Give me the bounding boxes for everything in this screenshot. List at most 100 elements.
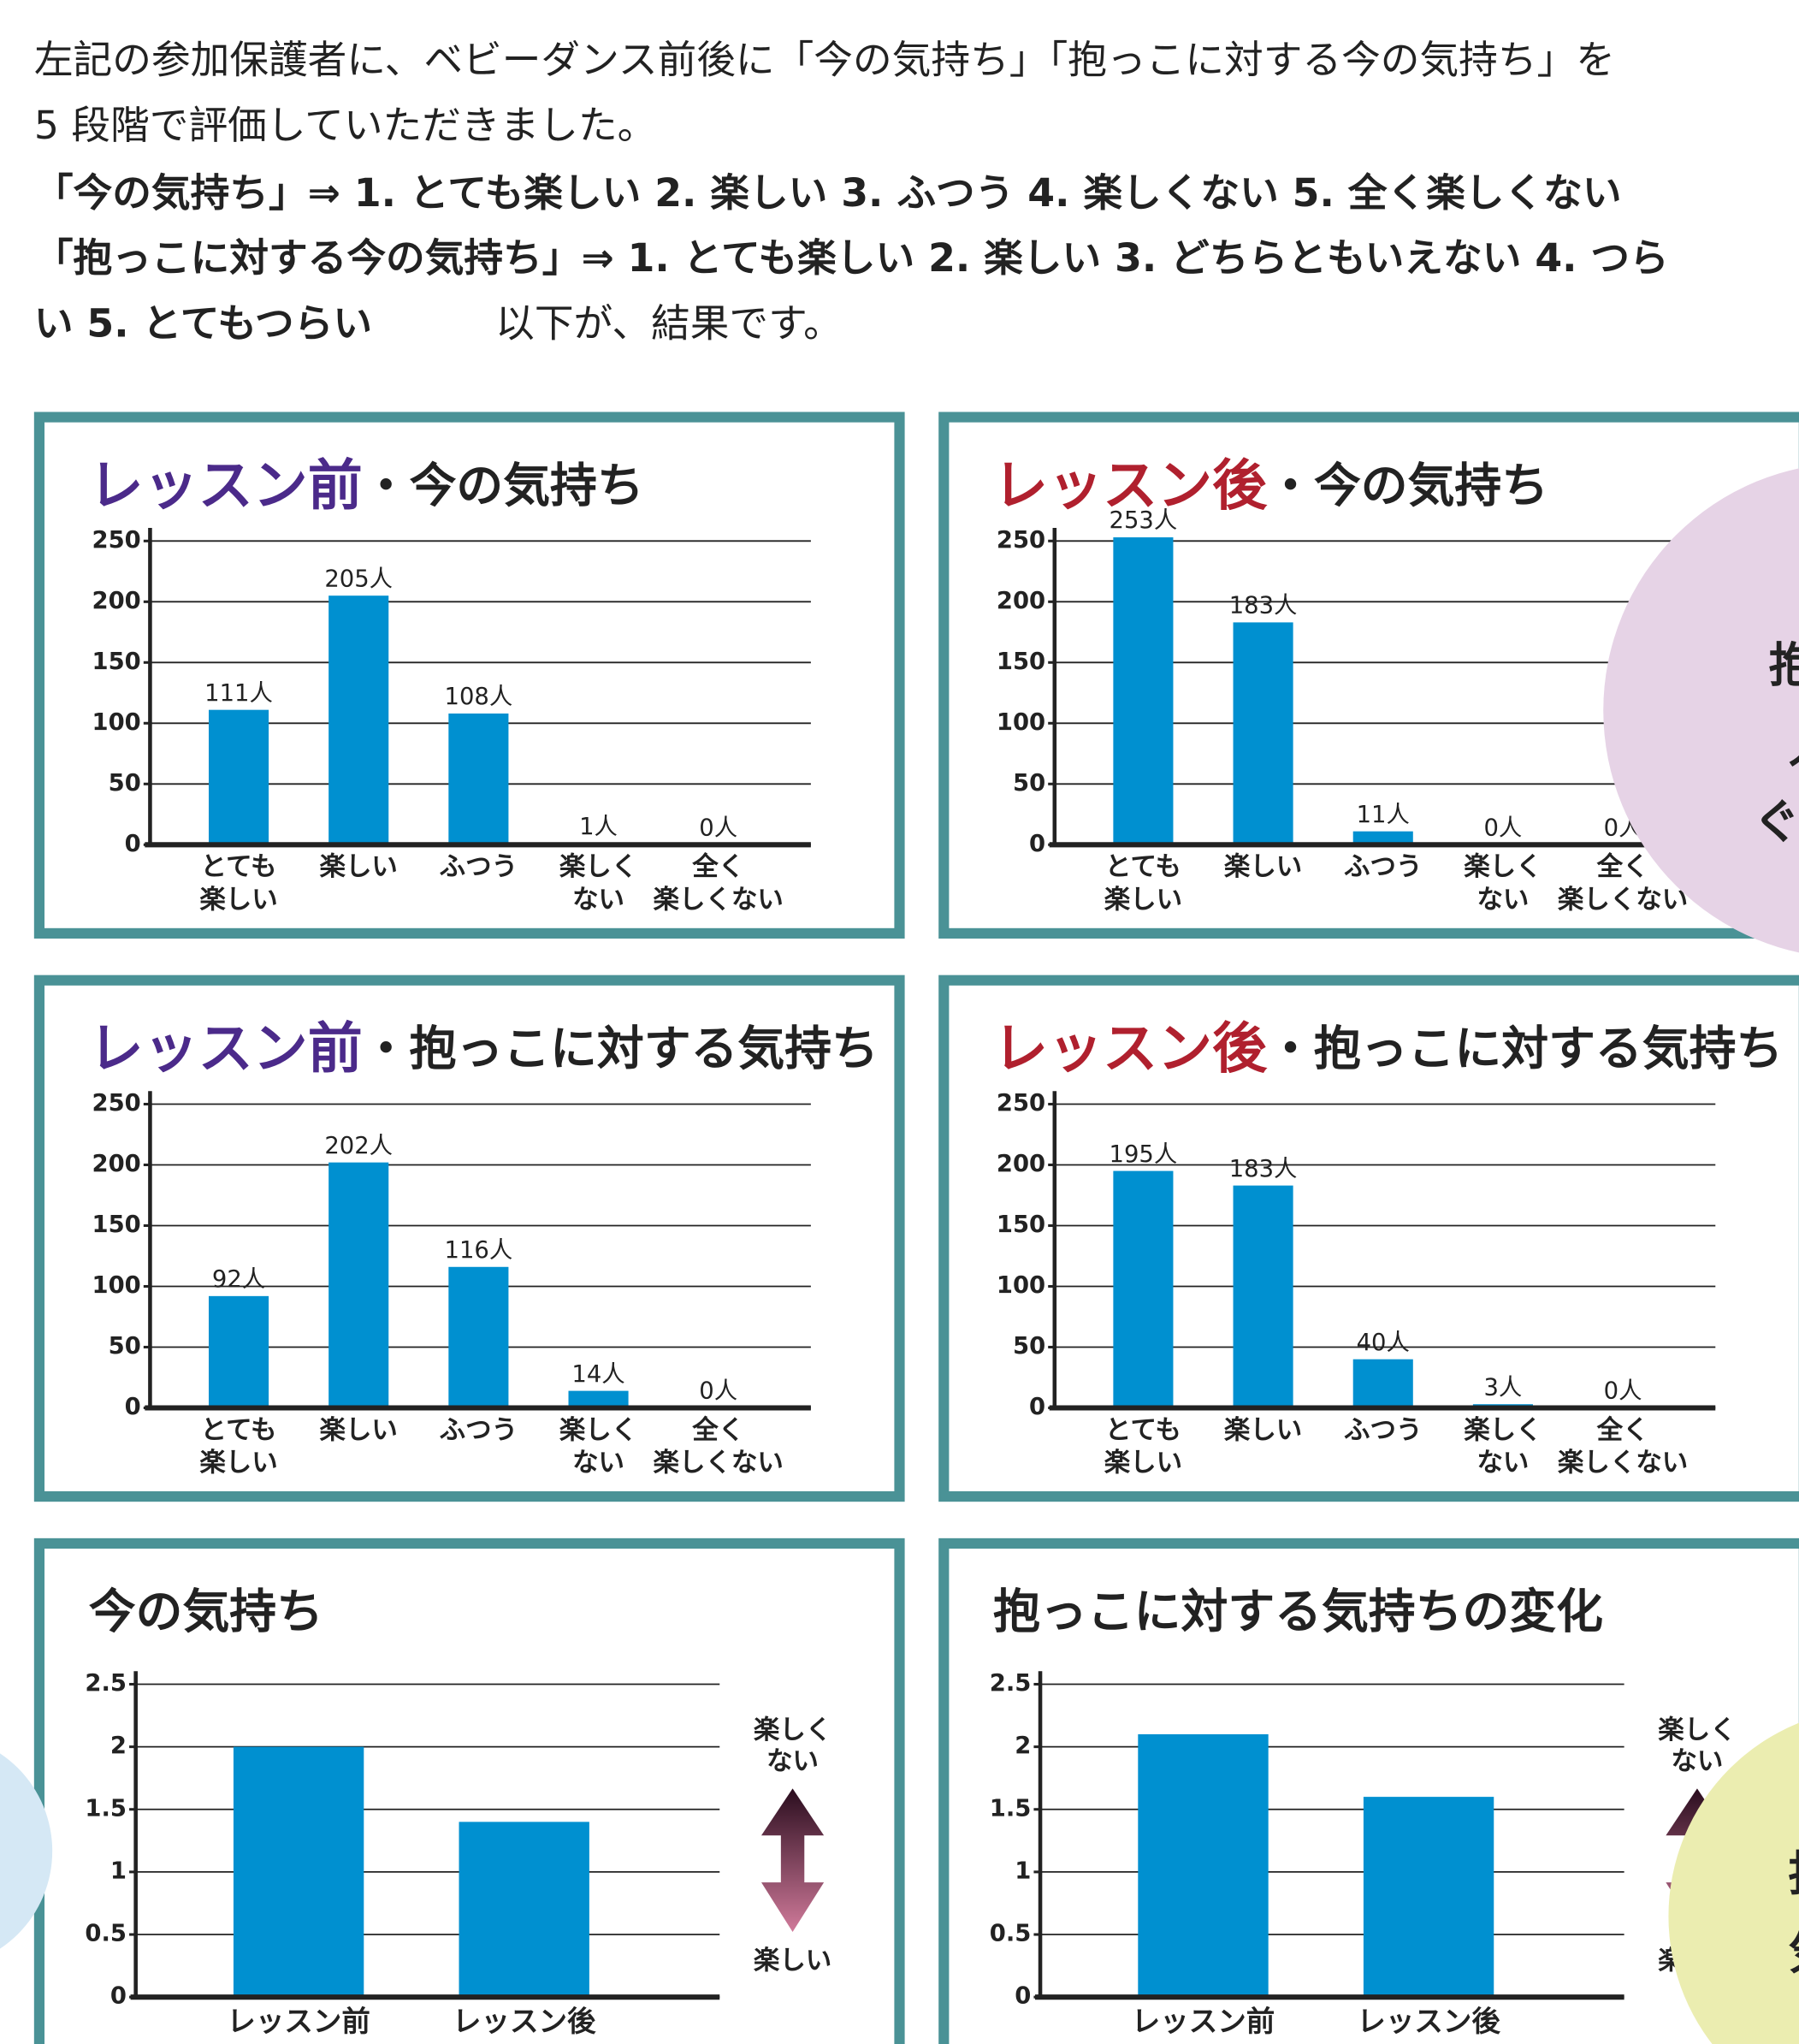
annotation-top: 楽しく: [1658, 1715, 1736, 1745]
y-tick-label: 200: [997, 588, 1045, 614]
bar: [1113, 1171, 1173, 1408]
y-tick-label: 100: [997, 709, 1045, 736]
y-tick-label: 150: [997, 1212, 1045, 1238]
x-tick-label: 楽しく: [1464, 852, 1542, 882]
x-tick-label: 楽しい: [199, 885, 277, 915]
y-tick-label: 200: [92, 588, 141, 614]
y-tick-label: 250: [997, 1090, 1045, 1117]
x-tick-label: とても: [201, 1415, 277, 1445]
x-tick-label: 楽しい: [1104, 1448, 1182, 1478]
side-note: ふ: [1789, 723, 1799, 778]
title-text: ・今の気持ち: [363, 458, 644, 512]
bar: [1113, 537, 1173, 844]
y-tick-label: 1.5: [85, 1795, 127, 1822]
title-text: ・抱っこに対する気持ち: [363, 1022, 879, 1076]
x-tick-label: 楽しく: [559, 852, 637, 882]
annotation-top: ない: [1671, 1746, 1723, 1776]
y-tick-label: 150: [92, 1212, 141, 1238]
chart-title: 今の気持ち: [89, 1585, 323, 1639]
value-label: 195人: [1110, 1141, 1178, 1168]
bar: [328, 595, 388, 844]
intro-closing: 以下が、結果です。: [495, 300, 843, 346]
x-tick-label: 楽しくない: [654, 885, 784, 915]
y-tick-label: 50: [109, 770, 141, 797]
title-text: 抱っこに対する気持ちの変化: [993, 1585, 1603, 1639]
value-label: 202人: [324, 1133, 393, 1159]
value-label: 183人: [1229, 1156, 1298, 1182]
value-label: 40人: [1357, 1330, 1410, 1356]
y-tick-label: 50: [1013, 770, 1045, 797]
y-tick-label: 50: [1013, 1333, 1045, 1360]
x-tick-label: ない: [1476, 1448, 1529, 1478]
side-note: 気: [1789, 1925, 1799, 1980]
document: レッスン前・今の気持ち050100150200250111人とても楽しい205人…: [0, 0, 1799, 2044]
y-tick-label: 2: [1015, 1733, 1031, 1759]
x-tick-label: ない: [572, 1448, 624, 1478]
bar: [1138, 1734, 1268, 1997]
y-tick-label: 0: [1029, 1394, 1045, 1420]
title-lead: レッスン後: [993, 1017, 1268, 1081]
y-tick-label: 2.5: [85, 1670, 127, 1697]
x-tick-label: とても: [1105, 852, 1181, 882]
x-tick-label: レッスン前: [1132, 2005, 1275, 2038]
side-note: 抱: [1789, 1846, 1799, 1901]
x-tick-label: 楽しく: [559, 1415, 637, 1445]
y-tick-label: 250: [997, 527, 1045, 554]
annotation-top: ない: [766, 1746, 819, 1776]
annotation-top: 楽しく: [754, 1715, 831, 1745]
y-tick-label: 2: [110, 1733, 127, 1759]
bar: [459, 1822, 589, 1997]
x-tick-label: ふつう: [1344, 852, 1422, 882]
x-tick-label: 楽しくない: [1558, 1448, 1688, 1478]
intro-bold-line: い 5. とてもつらい: [34, 300, 372, 346]
y-tick-label: 250: [92, 1090, 141, 1117]
chart-panel: 抱っこに対する気持ちの変化00.511.522.5レッスン前レッスン後楽しくない…: [944, 1543, 1799, 2044]
bar: [1234, 1186, 1293, 1408]
y-tick-label: 2.5: [990, 1670, 1032, 1697]
side-note: ぐ: [1753, 795, 1799, 850]
chart-panel: レッスン前・抱っこに対する気持ち05010015020025092人とても楽しい…: [39, 981, 900, 1496]
x-tick-label: とても: [201, 852, 277, 882]
y-tick-label: 0.5: [85, 1921, 127, 1947]
y-tick-label: 250: [92, 527, 141, 554]
value-label: 0人: [699, 1378, 737, 1405]
value-label: 111人: [204, 680, 273, 707]
x-tick-label: 楽しい: [320, 852, 398, 882]
title-lead: レッスン前: [89, 454, 363, 518]
x-tick-label: とても: [1105, 1415, 1181, 1445]
x-tick-label: 全く: [691, 851, 744, 882]
value-label: 11人: [1357, 802, 1410, 828]
chart-panel: 今の気持ち00.511.522.5レッスン前レッスン後楽しくない楽しい: [39, 1543, 900, 2044]
intro-bold-line: 「抱っこに対する今の気持ち」⇒ 1. とても楽しい 2. 楽しい 3. どちらと…: [34, 235, 1669, 281]
chart-title: レッスン後・抱っこに対する気持ち: [993, 1017, 1783, 1081]
chart-title: レッスン後・今の気持ち: [993, 454, 1548, 518]
chart-panel: レッスン後・抱っこに対する気持ち050100150200250195人とても楽し…: [944, 981, 1799, 1496]
value-label: 14人: [571, 1361, 624, 1388]
x-tick-label: レッスン前: [227, 2005, 370, 2038]
bar: [234, 1747, 364, 1998]
bar: [448, 714, 508, 844]
y-tick-label: 0: [125, 831, 141, 857]
page: レッスン前・今の気持ち050100150200250111人とても楽しい205人…: [0, 0, 1799, 2044]
x-tick-label: レッスン後: [1357, 2005, 1500, 2038]
y-tick-label: 0: [125, 1394, 141, 1420]
value-label: 3人: [1484, 1374, 1523, 1401]
value-label: 0人: [699, 815, 737, 842]
x-tick-label: 楽しくない: [654, 1448, 784, 1478]
intro-line: 左記の参加保護者に、ベビーダンス前後に「今の気持ち」「抱っこに対する今の気持ち」…: [34, 38, 1615, 83]
x-tick-label: 全く: [691, 1414, 744, 1445]
y-tick-label: 100: [92, 709, 141, 736]
x-tick-label: 楽しい: [320, 1415, 398, 1445]
x-tick-label: 全く: [1596, 1414, 1649, 1445]
y-tick-label: 0: [110, 1983, 127, 2010]
bar: [209, 710, 269, 845]
x-tick-label: ふつう: [440, 1415, 518, 1445]
value-label: 1人: [579, 814, 618, 840]
y-tick-label: 0: [1015, 1983, 1031, 2010]
value-label: 0人: [1604, 1378, 1642, 1405]
x-tick-label: ない: [572, 885, 624, 915]
x-tick-label: レッスン後: [453, 2005, 596, 2038]
x-tick-label: 楽しい: [1224, 852, 1302, 882]
y-tick-label: 1: [1015, 1857, 1031, 1884]
chart-title: レッスン前・抱っこに対する気持ち: [89, 1017, 879, 1081]
